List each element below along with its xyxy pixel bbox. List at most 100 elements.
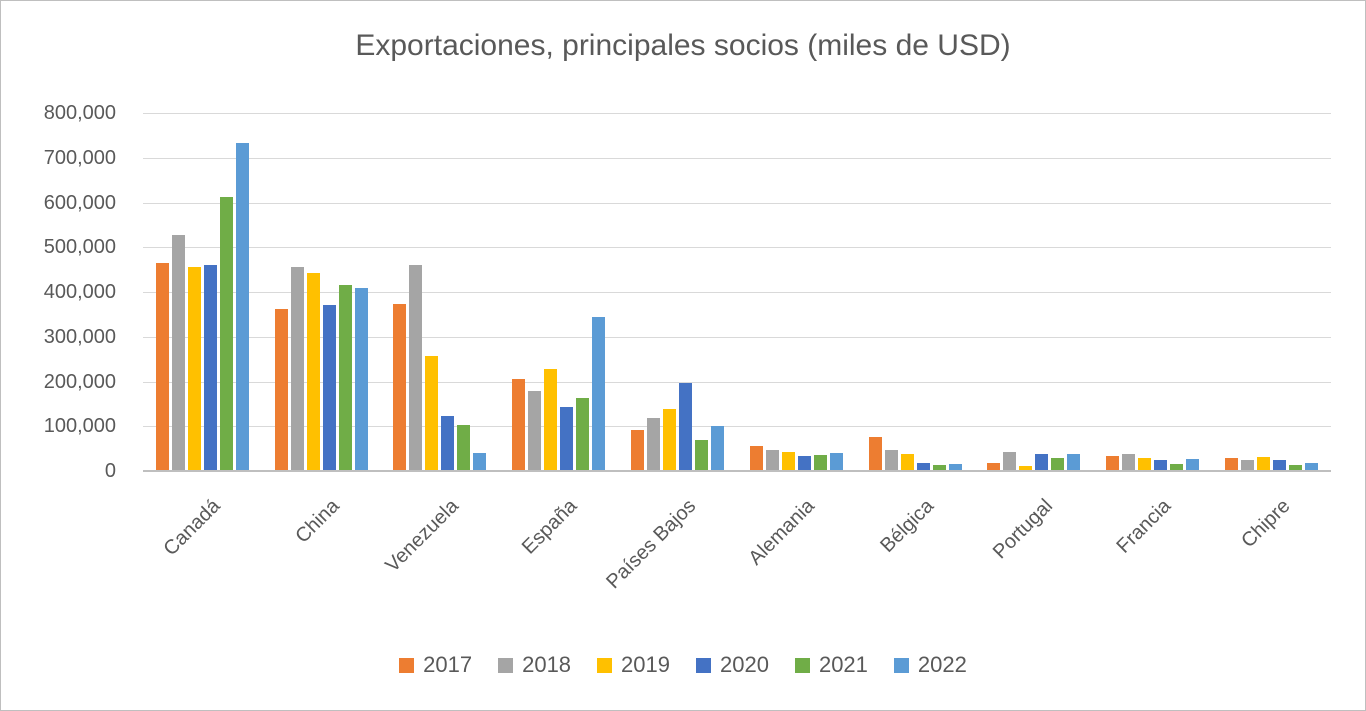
y-axis-tick-label: 800,000 [43, 102, 116, 124]
bar-2018 [409, 265, 423, 471]
bar-2018 [765, 450, 779, 471]
legend-label: 2017 [423, 652, 473, 677]
gridline [143, 292, 1331, 293]
legend-swatch [399, 657, 415, 673]
bar-2022 [235, 142, 249, 471]
bar-2021 [695, 440, 709, 471]
bar-2019 [306, 273, 320, 471]
bar-2022 [473, 453, 487, 471]
bar-2020 [797, 455, 811, 471]
bar-2021 [576, 398, 590, 471]
plot-area [143, 113, 1331, 472]
x-axis-label: Canadá [159, 495, 225, 561]
bar-2020 [203, 265, 217, 471]
bar-2022 [592, 316, 606, 471]
y-axis-tick-label: 400,000 [43, 281, 116, 303]
bar-2022 [829, 453, 843, 471]
legend-label: 2022 [917, 652, 967, 677]
legend-label: 2019 [621, 652, 670, 677]
gridline [143, 426, 1331, 428]
bar-group [975, 113, 1094, 471]
x-axis-label: Francia [1112, 495, 1176, 558]
bar-group [262, 113, 381, 471]
bar-2022 [1067, 454, 1081, 471]
bar-2019 [900, 454, 914, 471]
y-axis-tick-label: 700,000 [43, 146, 116, 169]
bar-2017 [868, 437, 882, 471]
bar-2022 [711, 425, 725, 471]
legend-swatch [893, 657, 909, 673]
bar-group [856, 113, 975, 471]
bar-group [1093, 113, 1212, 471]
x-axis-label: Chipre [1236, 495, 1295, 553]
legend-swatch [597, 657, 613, 673]
bar-2018 [171, 235, 185, 471]
bar-group [499, 113, 618, 471]
legend-item-2021: 2021 [794, 652, 868, 678]
bar-group [1212, 113, 1331, 471]
bar-2021 [932, 464, 946, 471]
y-axis-tick-label: 500,000 [43, 236, 116, 259]
x-axis-label: Alemania [744, 495, 819, 570]
bar-2019 [1019, 465, 1033, 471]
bar-2019 [544, 368, 558, 471]
bar-2018 [290, 267, 304, 471]
bar-group [143, 113, 262, 471]
bar-2017 [987, 463, 1001, 471]
bar-2020 [916, 462, 930, 471]
legend-swatch [498, 657, 514, 673]
gridline [143, 381, 1331, 383]
bar-2017 [274, 309, 288, 471]
legend-item-2018: 2018 [498, 652, 571, 678]
bar-2017 [393, 303, 407, 471]
bar-2019 [663, 408, 677, 471]
legend-label: 2021 [818, 652, 868, 677]
chart-title: Exportaciones, principales socios (miles… [355, 29, 1011, 62]
x-axis-label: España [517, 495, 582, 559]
bar-2018 [884, 449, 898, 471]
legend-item-2017: 2017 [399, 652, 472, 678]
gridline [143, 113, 1331, 114]
legend-label: 2020 [720, 652, 769, 677]
bar-2020 [441, 416, 455, 471]
bar-2019 [1257, 456, 1271, 471]
bar-2017 [512, 379, 526, 471]
bar-2021 [338, 284, 352, 471]
x-axis-label: Bélgica [875, 495, 938, 557]
bar-groups [143, 113, 1331, 471]
bar-2018 [1241, 459, 1255, 471]
bar-2022 [1186, 458, 1200, 471]
y-axis-tick-label: 600,000 [43, 191, 116, 214]
bar-2018 [1003, 452, 1017, 471]
bar-group [618, 113, 737, 471]
bar-2021 [1170, 463, 1184, 471]
bar-2021 [1289, 465, 1303, 471]
bar-2022 [1305, 462, 1319, 471]
bar-2018 [647, 418, 661, 471]
bar-2017 [1225, 457, 1239, 471]
bar-2021 [457, 424, 471, 471]
bar-2017 [631, 429, 645, 471]
gridline [143, 157, 1331, 159]
bar-2021 [219, 197, 233, 471]
bar-2020 [1035, 453, 1049, 471]
y-axis-tick-label: 200,000 [43, 370, 116, 393]
bar-2020 [560, 407, 574, 471]
gridline [143, 247, 1331, 249]
bar-2018 [1122, 454, 1136, 471]
bar-2021 [1051, 458, 1065, 471]
legend-item-2019: 2019 [597, 652, 670, 678]
legend-item-2020: 2020 [696, 652, 769, 678]
bar-2020 [679, 383, 693, 471]
legend-item-2022: 2022 [893, 652, 967, 678]
bar-2020 [322, 304, 336, 471]
x-axis-label: Venezuela [380, 495, 463, 577]
bar-2018 [528, 391, 542, 471]
legend: 2017 2018 2019 2020 2021 2022 [1, 652, 1365, 678]
legend-swatch [794, 657, 810, 673]
bar-2022 [948, 464, 962, 471]
gridline [143, 336, 1331, 338]
y-axis-tick-label: 100,000 [43, 415, 116, 438]
bar-2022 [354, 288, 368, 471]
